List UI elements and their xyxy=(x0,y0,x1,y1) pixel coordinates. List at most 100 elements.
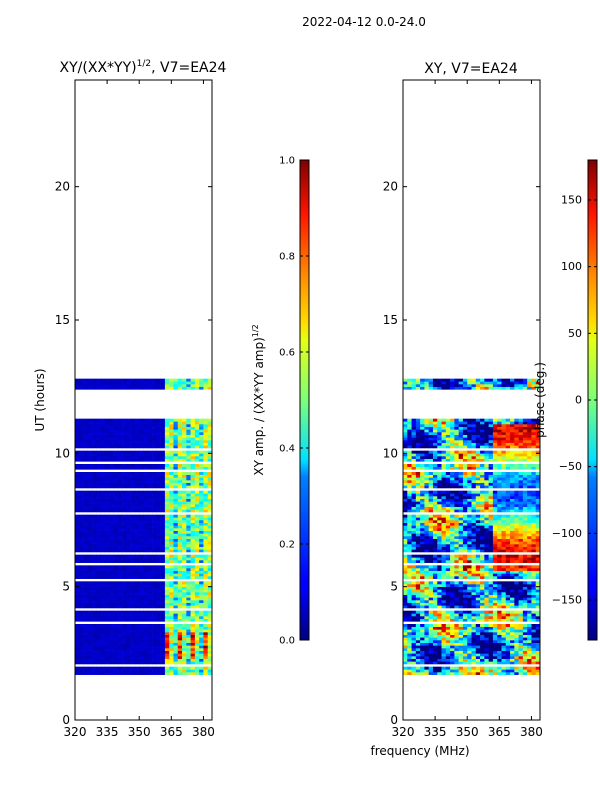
amplitude-cell xyxy=(186,666,191,670)
phase-cell xyxy=(471,634,477,638)
amplitude-cell xyxy=(160,624,166,627)
phase-cell xyxy=(484,594,489,598)
phase-cell xyxy=(403,666,408,670)
amplitude-cell xyxy=(122,509,127,513)
amplitude-cell xyxy=(126,581,131,585)
amplitude-cell xyxy=(190,517,196,521)
phase-cell xyxy=(514,656,519,659)
amplitude-cell xyxy=(96,554,101,558)
amplitude-cell xyxy=(83,632,89,635)
amplitude-cell xyxy=(194,541,200,545)
amplitude-cell xyxy=(109,629,114,633)
amplitude-cell xyxy=(139,418,144,422)
amplitude-cell xyxy=(207,581,212,585)
amplitude-cell xyxy=(164,442,170,446)
phase-cell xyxy=(407,509,412,513)
amplitude-cell xyxy=(173,645,179,649)
phase-cell xyxy=(492,480,498,483)
amplitude-cell xyxy=(164,602,170,606)
phase-cell xyxy=(411,525,417,529)
amplitude-cell xyxy=(147,576,153,579)
phase-cell xyxy=(441,528,447,531)
amplitude-cell xyxy=(152,440,157,443)
amplitude-cell xyxy=(207,490,212,494)
amplitude-cell xyxy=(203,536,209,539)
phase-cell xyxy=(535,557,540,561)
amplitude-cell xyxy=(75,650,80,654)
amplitude-cell xyxy=(100,490,106,494)
amplitude-cell xyxy=(194,581,200,585)
amplitude-cell xyxy=(113,626,119,630)
phase-cell xyxy=(445,634,451,638)
amplitude-cell xyxy=(156,594,161,598)
phase-cell xyxy=(445,666,451,670)
phase-cell xyxy=(445,520,451,523)
phase-cell xyxy=(488,544,494,547)
amplitude-cell xyxy=(122,429,127,433)
phase-cell xyxy=(454,584,459,587)
phase-cell xyxy=(420,669,425,673)
phase-cell xyxy=(492,653,498,657)
phase-cell xyxy=(488,506,494,510)
amplitude-cell xyxy=(186,378,191,382)
amplitude-cell xyxy=(75,624,80,627)
amplitude-cell xyxy=(139,437,144,441)
amplitude-cell xyxy=(134,445,140,449)
phase-cell xyxy=(531,482,537,486)
phase-cell xyxy=(510,557,515,561)
amplitude-cell xyxy=(199,426,204,430)
phase-cell xyxy=(531,573,537,577)
amplitude-cell xyxy=(113,570,119,574)
phase-cell xyxy=(432,522,438,526)
phase-cell xyxy=(420,549,425,553)
amplitude-cell xyxy=(160,626,166,630)
amplitude-cell xyxy=(126,472,131,475)
amplitude-cell xyxy=(203,514,209,518)
amplitude-cell xyxy=(143,432,149,435)
amplitude-cell xyxy=(104,632,110,635)
amplitude-cell xyxy=(143,600,149,603)
amplitude-cell xyxy=(104,573,110,577)
phase-cell xyxy=(518,520,524,523)
phase-cell xyxy=(420,576,425,579)
phase-cell xyxy=(441,632,447,635)
amplitude-cell xyxy=(139,442,144,446)
phase-cell xyxy=(415,546,421,550)
amplitude-cell xyxy=(113,386,119,390)
phase-cell xyxy=(420,616,425,619)
phase-cell xyxy=(475,573,481,577)
amplitude-cell xyxy=(139,634,144,638)
amplitude-cell xyxy=(190,418,196,422)
amplitude-cell xyxy=(130,442,136,446)
amplitude-cell xyxy=(109,616,114,619)
phase-cell xyxy=(492,573,498,577)
phase-cell xyxy=(403,568,408,571)
amplitude-cell xyxy=(182,656,187,659)
amplitude-cell xyxy=(207,520,212,523)
amplitude-cell xyxy=(147,509,153,513)
amplitude-cell xyxy=(156,456,161,459)
amplitude-cell xyxy=(92,616,97,619)
amplitude-cell xyxy=(83,634,89,638)
phase-cell xyxy=(420,637,425,641)
phase-cell xyxy=(403,560,408,563)
amplitude-cell xyxy=(199,474,204,478)
phase-cell xyxy=(424,501,429,505)
amplitude-cell xyxy=(134,434,140,438)
phase-cell xyxy=(471,514,477,518)
phase-cell xyxy=(501,541,507,545)
amplitude-cell xyxy=(134,386,140,390)
amplitude-cell xyxy=(160,522,166,526)
phase-cell xyxy=(488,538,494,542)
amplitude-cell xyxy=(160,549,166,553)
amplitude-cell xyxy=(83,544,89,547)
phase-cell xyxy=(462,629,468,633)
amplitude-cell xyxy=(130,586,136,590)
amplitude-cell xyxy=(75,541,80,545)
phase-cell xyxy=(415,650,421,654)
amplitude-cell xyxy=(92,450,97,454)
phase-cell xyxy=(450,528,455,531)
amplitude-cell xyxy=(199,528,204,531)
amplitude-cell xyxy=(134,381,140,385)
phase-cell xyxy=(535,482,540,486)
